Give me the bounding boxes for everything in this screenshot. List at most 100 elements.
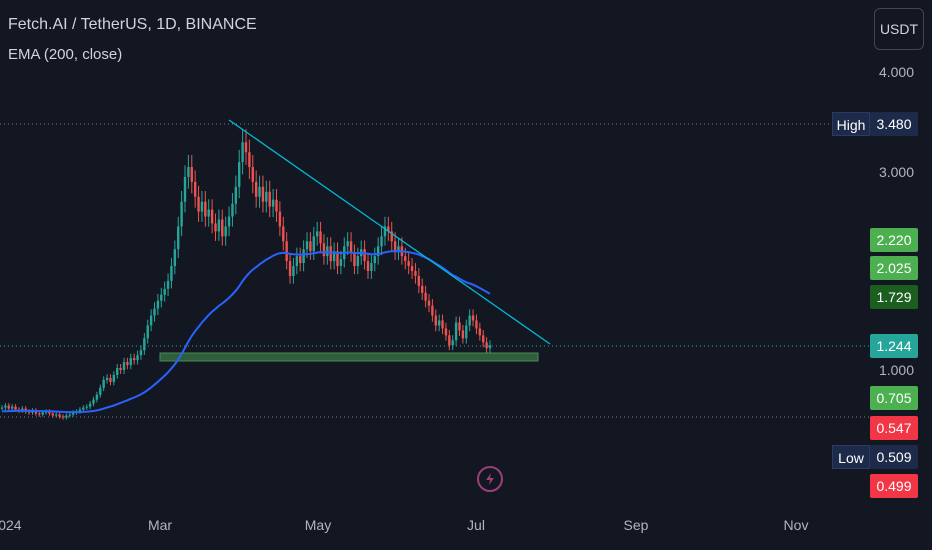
candle-body	[353, 253, 356, 267]
candle-body	[116, 368, 119, 375]
candle-body	[227, 216, 231, 227]
candle-body	[393, 241, 397, 252]
support-zone	[159, 352, 539, 362]
candle-body	[488, 345, 492, 349]
candle-body	[336, 251, 339, 267]
ema-200-line	[1, 250, 491, 414]
candle-body	[258, 186, 261, 197]
candle-body	[61, 416, 65, 418]
candle-body	[268, 191, 271, 207]
candle-body	[278, 211, 282, 227]
candle-body	[129, 358, 132, 366]
candle-body	[322, 243, 326, 257]
candle-body	[180, 201, 183, 227]
price-tag: 1.729	[870, 285, 918, 309]
candle-body	[217, 219, 221, 232]
price-tag: 0.499	[870, 474, 918, 498]
candle-body	[0, 407, 4, 409]
candle-body	[71, 412, 75, 415]
candle-body	[221, 219, 224, 237]
candle-body	[383, 226, 387, 237]
candle-body	[105, 377, 109, 380]
candle-body	[166, 280, 170, 289]
dotted-price-lines	[0, 123, 870, 418]
candle-body	[288, 261, 292, 276]
low-value-tag: 0.509	[870, 445, 918, 469]
candle-body	[160, 294, 163, 301]
candle-body	[461, 330, 465, 339]
price-tag: 2.220	[870, 228, 918, 252]
candle-body	[458, 322, 461, 331]
candle-body	[390, 231, 393, 242]
candle-body	[210, 209, 214, 224]
candle-body	[51, 413, 55, 416]
candle-body	[207, 209, 210, 217]
candle-body	[200, 201, 204, 212]
candle-body	[58, 414, 61, 417]
candle-body	[10, 406, 14, 409]
candle-body	[376, 246, 380, 257]
high-value-tag: 3.480	[870, 112, 918, 136]
lightning-bolt-icon[interactable]	[477, 466, 503, 492]
candle-body	[99, 387, 102, 395]
x-tick-jul: Jul	[467, 517, 485, 533]
candle-body	[434, 315, 437, 326]
currency-button[interactable]: USDT	[874, 8, 924, 50]
high-label: High	[832, 112, 870, 136]
candle-body	[149, 315, 153, 326]
candle-body	[356, 256, 360, 267]
candle-body	[441, 320, 444, 329]
candle-body	[448, 335, 451, 346]
candle-body	[373, 256, 376, 264]
candle-body	[136, 355, 139, 361]
candle-body	[285, 241, 288, 262]
candle-body	[204, 201, 207, 217]
candle-body	[156, 300, 160, 309]
indicator-legend[interactable]: EMA (200, close)	[8, 46, 123, 63]
candle-body	[309, 241, 312, 252]
candle-body	[380, 236, 383, 247]
candle-body	[85, 406, 88, 408]
candle-body	[275, 199, 278, 212]
x-tick-sep: Sep	[623, 517, 649, 533]
candle-body	[48, 411, 51, 414]
candle-body	[437, 320, 441, 326]
candle-body	[146, 325, 149, 339]
candle-body	[132, 358, 136, 361]
candle-body	[465, 325, 468, 339]
candle-body	[119, 368, 122, 370]
candle-body	[421, 285, 424, 293]
candle-body	[102, 379, 105, 388]
candle-body	[224, 226, 227, 237]
candle-body	[485, 342, 488, 349]
candle-body	[95, 394, 99, 400]
candle-body	[183, 176, 187, 202]
candle-body	[363, 249, 366, 262]
candle-body	[387, 226, 390, 232]
candle-body	[427, 300, 431, 306]
candle-body	[346, 241, 349, 247]
x-tick-nov: Nov	[783, 517, 809, 533]
candle-body	[122, 362, 126, 370]
candle-body	[153, 308, 156, 316]
candle-body	[370, 263, 373, 271]
candle-body	[170, 266, 173, 281]
candle-body	[139, 350, 143, 356]
candle-body	[282, 226, 285, 242]
candle-body	[92, 399, 95, 404]
candle-body	[319, 231, 322, 244]
candle-body	[109, 377, 112, 382]
candle-body	[193, 181, 197, 197]
candle-body	[468, 315, 471, 326]
candle-body	[305, 241, 309, 250]
candle-body	[292, 266, 295, 276]
candle-body	[251, 167, 254, 182]
candle-body	[244, 142, 248, 153]
candle-body	[14, 406, 17, 410]
last-price-tag: 1.244	[870, 334, 918, 358]
candle-body	[329, 246, 332, 262]
candle-body	[231, 203, 234, 217]
candle-body	[214, 223, 217, 232]
candle-body	[444, 328, 448, 336]
